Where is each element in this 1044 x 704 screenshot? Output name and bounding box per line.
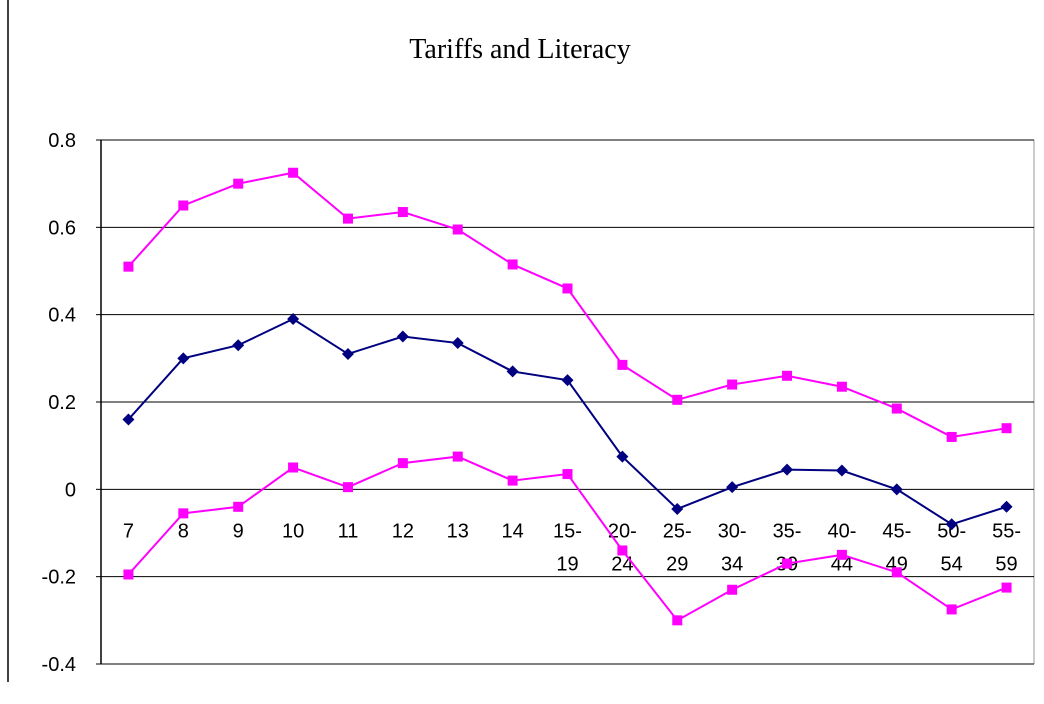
- marker: [726, 481, 739, 494]
- marker: [781, 463, 794, 476]
- marker: [177, 352, 190, 365]
- marker: [727, 584, 738, 595]
- marker: [946, 431, 957, 442]
- marker: [891, 403, 902, 414]
- x-tick-label: 13: [447, 520, 469, 542]
- y-tick-label: -0.4: [42, 654, 76, 676]
- marker: [397, 458, 408, 469]
- marker: [123, 261, 134, 272]
- y-tick-label: 0: [65, 479, 76, 501]
- marker: [1000, 500, 1013, 513]
- marker: [507, 259, 518, 270]
- x-tick-label: 15-19: [553, 520, 582, 575]
- marker: [288, 462, 299, 473]
- x-tick-label: 25-29: [663, 520, 692, 575]
- marker: [671, 502, 684, 515]
- y-tick-label: -0.2: [42, 567, 76, 589]
- marker: [233, 501, 244, 512]
- marker: [452, 451, 463, 462]
- marker: [232, 339, 245, 352]
- marker: [342, 213, 353, 224]
- x-tick-label: 12: [392, 520, 414, 542]
- chart-title: Tariffs and Literacy: [409, 34, 630, 65]
- marker: [288, 167, 299, 178]
- marker: [836, 549, 847, 560]
- marker: [562, 283, 573, 294]
- marker: [342, 482, 353, 493]
- marker: [396, 330, 409, 343]
- y-tick-label: 0.2: [48, 392, 76, 414]
- x-tick-label: 8: [178, 520, 189, 542]
- marker: [890, 483, 903, 496]
- x-tick-label: 10: [282, 520, 304, 542]
- marker: [178, 200, 189, 211]
- marker: [341, 347, 354, 360]
- marker: [835, 464, 848, 477]
- marker: [397, 207, 408, 218]
- marker: [561, 374, 574, 387]
- marker: [617, 359, 628, 370]
- marker: [891, 567, 902, 578]
- x-tick-label: 14: [501, 520, 523, 542]
- x-tick-label: 35-39: [773, 520, 802, 575]
- x-tick-label: 45-49: [882, 520, 911, 575]
- marker: [287, 313, 300, 326]
- x-tick-label: 11: [338, 520, 359, 542]
- marker: [727, 379, 738, 390]
- x-tick-label: 50-54: [937, 520, 966, 575]
- marker: [506, 365, 519, 378]
- y-tick-label: 0.6: [48, 217, 76, 239]
- marker: [1001, 423, 1012, 434]
- x-tick-label: 9: [233, 520, 244, 542]
- x-tick-label: 55-59: [992, 520, 1021, 575]
- marker: [782, 558, 793, 569]
- marker: [178, 508, 189, 519]
- marker: [617, 545, 628, 556]
- series-line: [127, 317, 1007, 526]
- marker: [672, 394, 683, 405]
- marker: [672, 615, 683, 626]
- marker: [122, 413, 135, 426]
- marker: [233, 178, 244, 189]
- marker: [451, 337, 464, 350]
- x-tick-label: 40-44: [827, 520, 856, 575]
- marker: [946, 604, 957, 615]
- marker: [945, 518, 958, 531]
- y-tick-label: 0.8: [48, 130, 76, 152]
- marker: [1001, 582, 1012, 593]
- y-tick-label: 0.4: [48, 305, 76, 327]
- marker: [616, 450, 629, 463]
- marker: [562, 469, 573, 480]
- marker: [507, 475, 518, 486]
- series-line: [127, 171, 1007, 438]
- marker: [452, 224, 463, 235]
- marker: [123, 569, 134, 580]
- marker: [782, 370, 793, 381]
- x-tick-label: 7: [123, 520, 134, 542]
- x-tick-label: 30-34: [718, 520, 747, 575]
- marker: [836, 381, 847, 392]
